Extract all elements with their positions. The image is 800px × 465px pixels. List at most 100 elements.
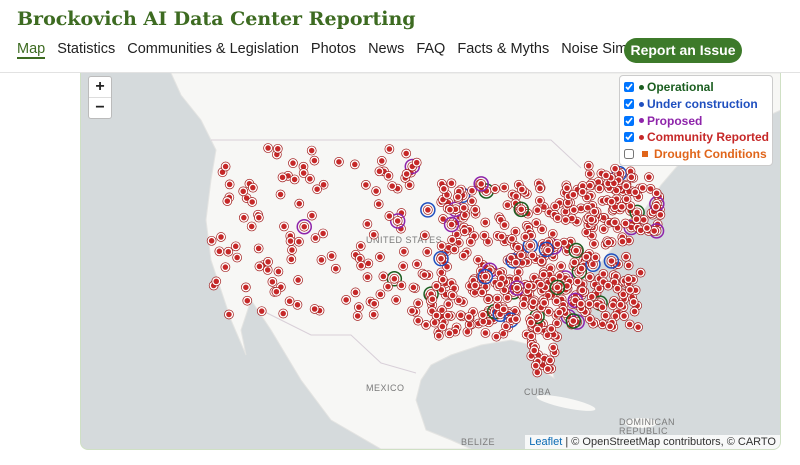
map-marker[interactable] — [517, 185, 526, 194]
map-marker[interactable] — [392, 295, 401, 304]
map-marker[interactable] — [572, 246, 581, 255]
map-marker[interactable] — [216, 232, 226, 242]
map-marker[interactable] — [578, 187, 587, 196]
map-marker[interactable] — [363, 273, 372, 282]
map-marker-ring[interactable] — [473, 176, 489, 192]
map-marker[interactable] — [399, 247, 408, 256]
map-marker[interactable] — [420, 270, 429, 280]
map-marker[interactable] — [529, 297, 538, 307]
map-marker[interactable] — [562, 184, 572, 193]
map-marker[interactable] — [224, 247, 233, 256]
map-marker[interactable] — [459, 251, 468, 260]
map-marker[interactable] — [583, 203, 592, 212]
map-marker[interactable] — [294, 275, 303, 285]
map-marker[interactable] — [616, 300, 625, 309]
map-marker[interactable] — [629, 297, 638, 307]
map-marker-ring[interactable] — [433, 250, 449, 267]
map-marker[interactable] — [569, 205, 578, 215]
map-marker[interactable] — [499, 305, 508, 314]
map-marker[interactable] — [460, 211, 469, 220]
map-marker[interactable] — [570, 258, 579, 267]
map-marker[interactable] — [412, 158, 421, 167]
map-marker[interactable] — [370, 299, 379, 308]
map-marker[interactable] — [599, 269, 608, 278]
map-marker[interactable] — [569, 316, 578, 326]
map-marker[interactable] — [544, 246, 553, 255]
map-marker[interactable] — [454, 296, 463, 305]
nav-link[interactable]: Statistics — [57, 41, 116, 57]
map-marker[interactable] — [622, 252, 631, 261]
map-marker[interactable] — [552, 319, 562, 328]
map-marker[interactable] — [453, 192, 462, 202]
map-marker[interactable] — [527, 332, 536, 341]
map-marker[interactable] — [264, 257, 273, 266]
map-marker[interactable] — [287, 255, 296, 264]
map-marker[interactable] — [434, 331, 443, 340]
map-marker[interactable] — [540, 298, 549, 307]
nav-link[interactable]: Communities & Legislation — [127, 41, 299, 57]
map-marker[interactable] — [544, 307, 553, 316]
map-marker[interactable] — [630, 307, 639, 316]
map-marker[interactable] — [467, 197, 476, 206]
map-marker-ring[interactable] — [420, 202, 436, 218]
map-marker[interactable] — [350, 160, 359, 169]
map-marker[interactable] — [432, 281, 441, 291]
map-marker[interactable] — [620, 311, 629, 321]
legend-checkbox[interactable] — [624, 115, 634, 126]
map-marker[interactable] — [601, 311, 610, 320]
map-marker[interactable] — [385, 211, 394, 221]
map-marker[interactable] — [334, 157, 343, 166]
map-marker[interactable] — [610, 218, 619, 227]
map-marker[interactable] — [369, 230, 378, 239]
map-marker-ring[interactable] — [603, 253, 620, 269]
map-marker[interactable] — [225, 180, 234, 189]
map-marker[interactable] — [393, 216, 402, 225]
map-marker[interactable] — [377, 156, 386, 165]
map-marker[interactable] — [288, 159, 298, 168]
map-marker[interactable] — [627, 173, 636, 182]
map-marker[interactable] — [420, 231, 429, 240]
map-marker[interactable] — [437, 241, 446, 251]
map-marker[interactable] — [500, 220, 509, 230]
map-marker[interactable] — [585, 169, 594, 178]
map-marker[interactable] — [305, 174, 314, 183]
map-marker[interactable] — [524, 281, 533, 290]
map-marker[interactable] — [239, 213, 248, 222]
map-marker[interactable] — [533, 206, 542, 215]
map-marker[interactable] — [553, 240, 562, 249]
map-marker[interactable] — [278, 173, 287, 182]
legend-checkbox[interactable] — [624, 149, 634, 160]
map-marker[interactable] — [481, 218, 490, 227]
map-marker[interactable] — [511, 315, 520, 324]
map-marker[interactable] — [551, 202, 560, 211]
map-marker[interactable] — [547, 324, 556, 334]
map-marker[interactable] — [631, 188, 640, 197]
map-marker[interactable] — [526, 318, 536, 327]
map-marker[interactable] — [602, 171, 611, 180]
map-marker[interactable] — [511, 227, 520, 236]
map-marker[interactable] — [617, 202, 626, 211]
map-marker[interactable] — [450, 245, 459, 254]
map-marker[interactable] — [507, 234, 517, 243]
map-marker[interactable] — [497, 232, 506, 241]
map-marker[interactable] — [445, 205, 454, 214]
map-marker[interactable] — [319, 180, 328, 189]
map-marker[interactable] — [276, 190, 285, 199]
zoom-button[interactable]: + — [89, 77, 111, 98]
map-marker[interactable] — [412, 260, 422, 269]
map-marker[interactable] — [531, 361, 540, 370]
map-marker[interactable] — [552, 297, 561, 306]
map-marker[interactable] — [589, 239, 599, 248]
map-marker[interactable] — [423, 247, 432, 256]
map-marker[interactable] — [423, 205, 432, 214]
map-marker[interactable] — [224, 310, 233, 319]
map-marker[interactable] — [402, 149, 411, 158]
map-marker-ring[interactable] — [565, 313, 582, 329]
map-marker[interactable] — [299, 169, 308, 178]
leaflet-link[interactable]: Leaflet — [529, 436, 563, 448]
nav-link[interactable]: Facts & Myths — [457, 41, 550, 57]
map-marker[interactable] — [255, 262, 264, 271]
map-marker[interactable] — [375, 167, 384, 176]
map-marker[interactable] — [268, 277, 277, 286]
map-marker[interactable] — [313, 185, 322, 194]
